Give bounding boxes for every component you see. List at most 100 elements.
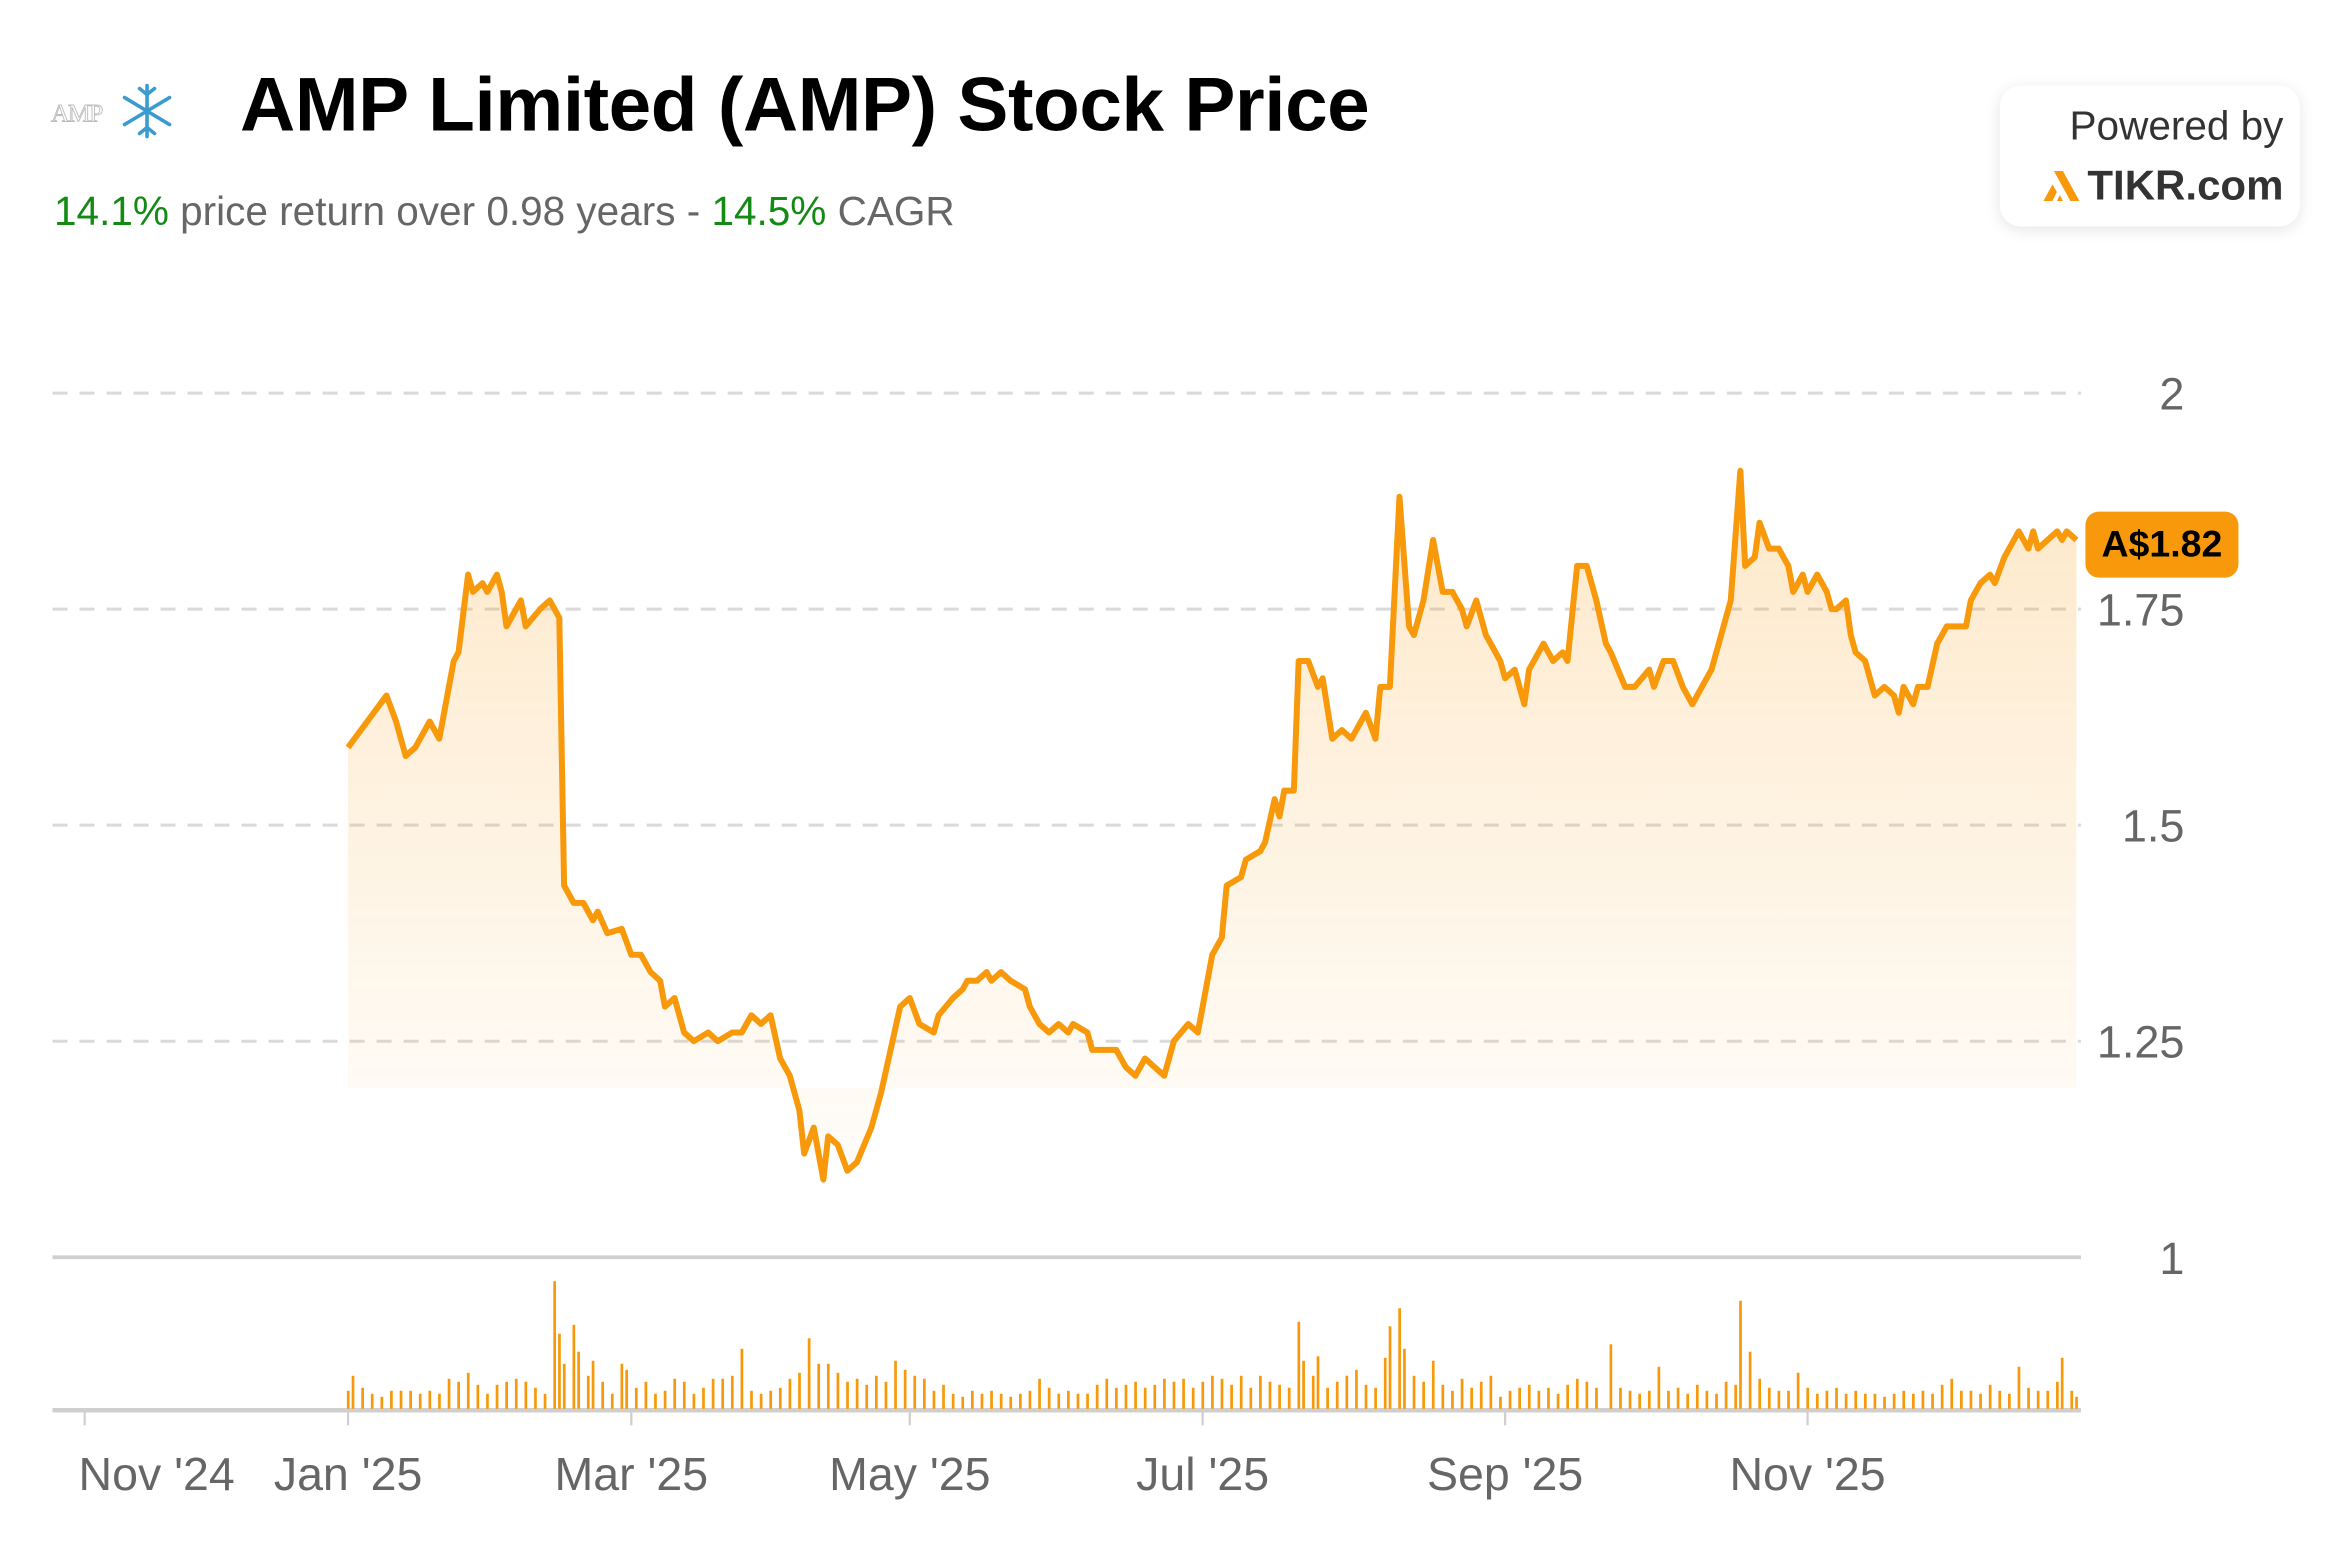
volume-bar — [361, 1388, 364, 1409]
volume-bar — [1629, 1391, 1632, 1409]
volume-bar — [1518, 1388, 1521, 1409]
volume-bar — [1912, 1394, 1915, 1409]
volume-bar — [515, 1379, 518, 1409]
volume-bar — [1086, 1394, 1089, 1409]
volume-bar — [971, 1391, 974, 1409]
volume-bar — [1806, 1388, 1809, 1409]
volume-bar — [558, 1334, 561, 1409]
volume-bar — [496, 1385, 499, 1409]
volume-bar — [1389, 1326, 1392, 1409]
volume-bar — [1638, 1394, 1641, 1409]
volume-bar — [693, 1394, 696, 1409]
volume-bar — [1557, 1394, 1560, 1409]
volume-bar — [1019, 1394, 1022, 1409]
volume-bar — [1451, 1391, 1454, 1409]
volume-bar — [1144, 1388, 1147, 1409]
x-tick-label: Nov '24 — [79, 1448, 235, 1500]
volume-bar — [2061, 1358, 2064, 1409]
volume-bar — [1413, 1376, 1416, 1409]
volume-bar — [400, 1391, 403, 1409]
volume-bar — [1619, 1388, 1622, 1409]
volume-bar — [635, 1388, 638, 1409]
volume-bar — [1312, 1376, 1315, 1409]
x-tick-label: Jan '25 — [274, 1448, 423, 1500]
volume-bar — [1125, 1385, 1128, 1409]
volume-bar — [577, 1352, 580, 1409]
volume-bar — [1902, 1391, 1905, 1409]
volume-bar — [894, 1361, 897, 1409]
volume-bar — [1509, 1391, 1512, 1409]
volume-bar — [1931, 1394, 1934, 1409]
volume-bar — [923, 1379, 926, 1409]
volume-bar — [1787, 1391, 1790, 1409]
volume-bar — [981, 1394, 984, 1409]
volume-bar — [702, 1388, 705, 1409]
volume-bar — [390, 1391, 393, 1409]
volume-bar — [2008, 1394, 2011, 1409]
volume-bar — [2046, 1391, 2049, 1409]
x-tick-label: Nov '25 — [1729, 1448, 1885, 1500]
volume-bar — [1854, 1391, 1857, 1409]
volume-bar — [1259, 1376, 1262, 1409]
volume-bar — [525, 1382, 528, 1409]
volume-bar — [1826, 1391, 1829, 1409]
volume-bar — [1734, 1385, 1737, 1409]
volume-bar — [419, 1394, 422, 1409]
volume-bar — [1038, 1379, 1041, 1409]
volume-bar — [1970, 1391, 1973, 1409]
volume-bar — [563, 1364, 566, 1409]
volume-bar — [1874, 1394, 1877, 1409]
volume-bar — [1461, 1379, 1464, 1409]
volume-bar — [1374, 1388, 1377, 1409]
y-tick-label: 1.75 — [2097, 585, 2185, 636]
volume-bar — [654, 1394, 657, 1409]
volume-bar — [428, 1391, 431, 1409]
volume-bar — [1192, 1388, 1195, 1409]
volume-bar — [933, 1391, 936, 1409]
y-tick-label: 1 — [2159, 1233, 2184, 1284]
volume-bar — [438, 1394, 441, 1409]
volume-bar — [1336, 1382, 1339, 1409]
volume-bar — [1077, 1394, 1080, 1409]
volume-bar — [611, 1394, 614, 1409]
volume-bar — [601, 1382, 604, 1409]
volume-bar — [1470, 1388, 1473, 1409]
volume-bar — [1317, 1356, 1320, 1409]
volume-bar — [380, 1397, 383, 1409]
volume-bar — [1278, 1385, 1281, 1409]
volume-bar — [1302, 1361, 1305, 1409]
volume-bar — [1586, 1382, 1589, 1409]
volume-bar — [1096, 1385, 1099, 1409]
volume-bar — [1029, 1391, 1032, 1409]
volume-bar — [1403, 1349, 1406, 1409]
volume-bar — [1538, 1391, 1541, 1409]
volume-bar — [1345, 1376, 1348, 1409]
volume-bar — [1499, 1397, 1502, 1409]
volume-bar — [1297, 1322, 1300, 1409]
volume-bar — [587, 1376, 590, 1409]
volume-bar — [789, 1379, 792, 1409]
volume-bar — [1105, 1379, 1108, 1409]
volume-bar — [913, 1376, 916, 1409]
volume-bar — [1667, 1391, 1670, 1409]
volume-bar — [856, 1379, 859, 1409]
volume-bar — [750, 1391, 753, 1409]
volume-bar — [2027, 1388, 2030, 1409]
volume-bar — [846, 1382, 849, 1409]
volume-bar — [1249, 1388, 1252, 1409]
volume-bar — [1048, 1388, 1051, 1409]
volume-bar — [1864, 1394, 1867, 1409]
volume-bar — [741, 1349, 744, 1409]
volume-bar — [347, 1391, 350, 1409]
volume-bar — [1365, 1385, 1368, 1409]
volume-bar — [448, 1379, 451, 1409]
volume-bar — [1658, 1367, 1661, 1409]
volume-bar — [1067, 1391, 1070, 1409]
volume-bar — [1883, 1397, 1886, 1409]
volume-bar — [352, 1376, 355, 1409]
volume-bar — [942, 1385, 945, 1409]
volume-bar — [952, 1394, 955, 1409]
volume-bar — [712, 1379, 715, 1409]
volume-bar — [1835, 1388, 1838, 1409]
